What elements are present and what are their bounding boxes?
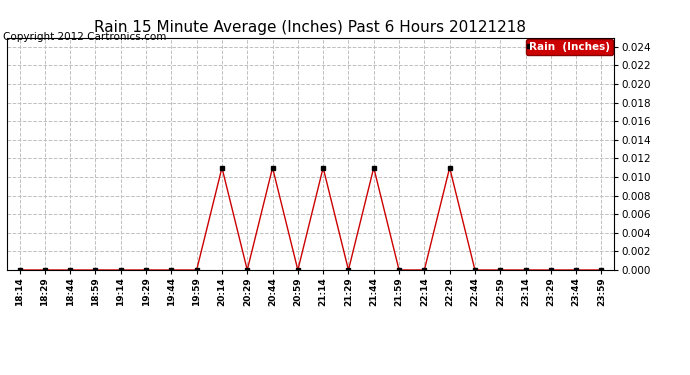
Rain  (Inches) (243, 268, 251, 272)
Rain  (Inches) (546, 268, 555, 272)
Rain  (Inches) (370, 165, 378, 170)
Rain  (Inches) (598, 268, 606, 272)
Rain  (Inches) (319, 165, 327, 170)
Line: Rain  (Inches): Rain (Inches) (18, 166, 603, 272)
Rain  (Inches) (294, 268, 302, 272)
Rain  (Inches) (446, 165, 454, 170)
Rain  (Inches) (344, 268, 353, 272)
Rain  (Inches) (420, 268, 428, 272)
Rain  (Inches) (193, 268, 201, 272)
Rain  (Inches) (218, 165, 226, 170)
Legend: Rain  (Inches): Rain (Inches) (526, 39, 613, 55)
Rain  (Inches) (395, 268, 403, 272)
Text: Copyright 2012 Cartronics.com: Copyright 2012 Cartronics.com (3, 32, 167, 42)
Rain  (Inches) (522, 268, 530, 272)
Rain  (Inches) (496, 268, 504, 272)
Rain  (Inches) (572, 268, 580, 272)
Rain  (Inches) (91, 268, 99, 272)
Rain  (Inches) (167, 268, 175, 272)
Rain  (Inches) (117, 268, 125, 272)
Rain  (Inches) (142, 268, 150, 272)
Rain  (Inches) (268, 165, 277, 170)
Title: Rain 15 Minute Average (Inches) Past 6 Hours 20121218: Rain 15 Minute Average (Inches) Past 6 H… (95, 20, 526, 35)
Rain  (Inches) (471, 268, 479, 272)
Rain  (Inches) (41, 268, 49, 272)
Rain  (Inches) (15, 268, 23, 272)
Rain  (Inches) (66, 268, 75, 272)
